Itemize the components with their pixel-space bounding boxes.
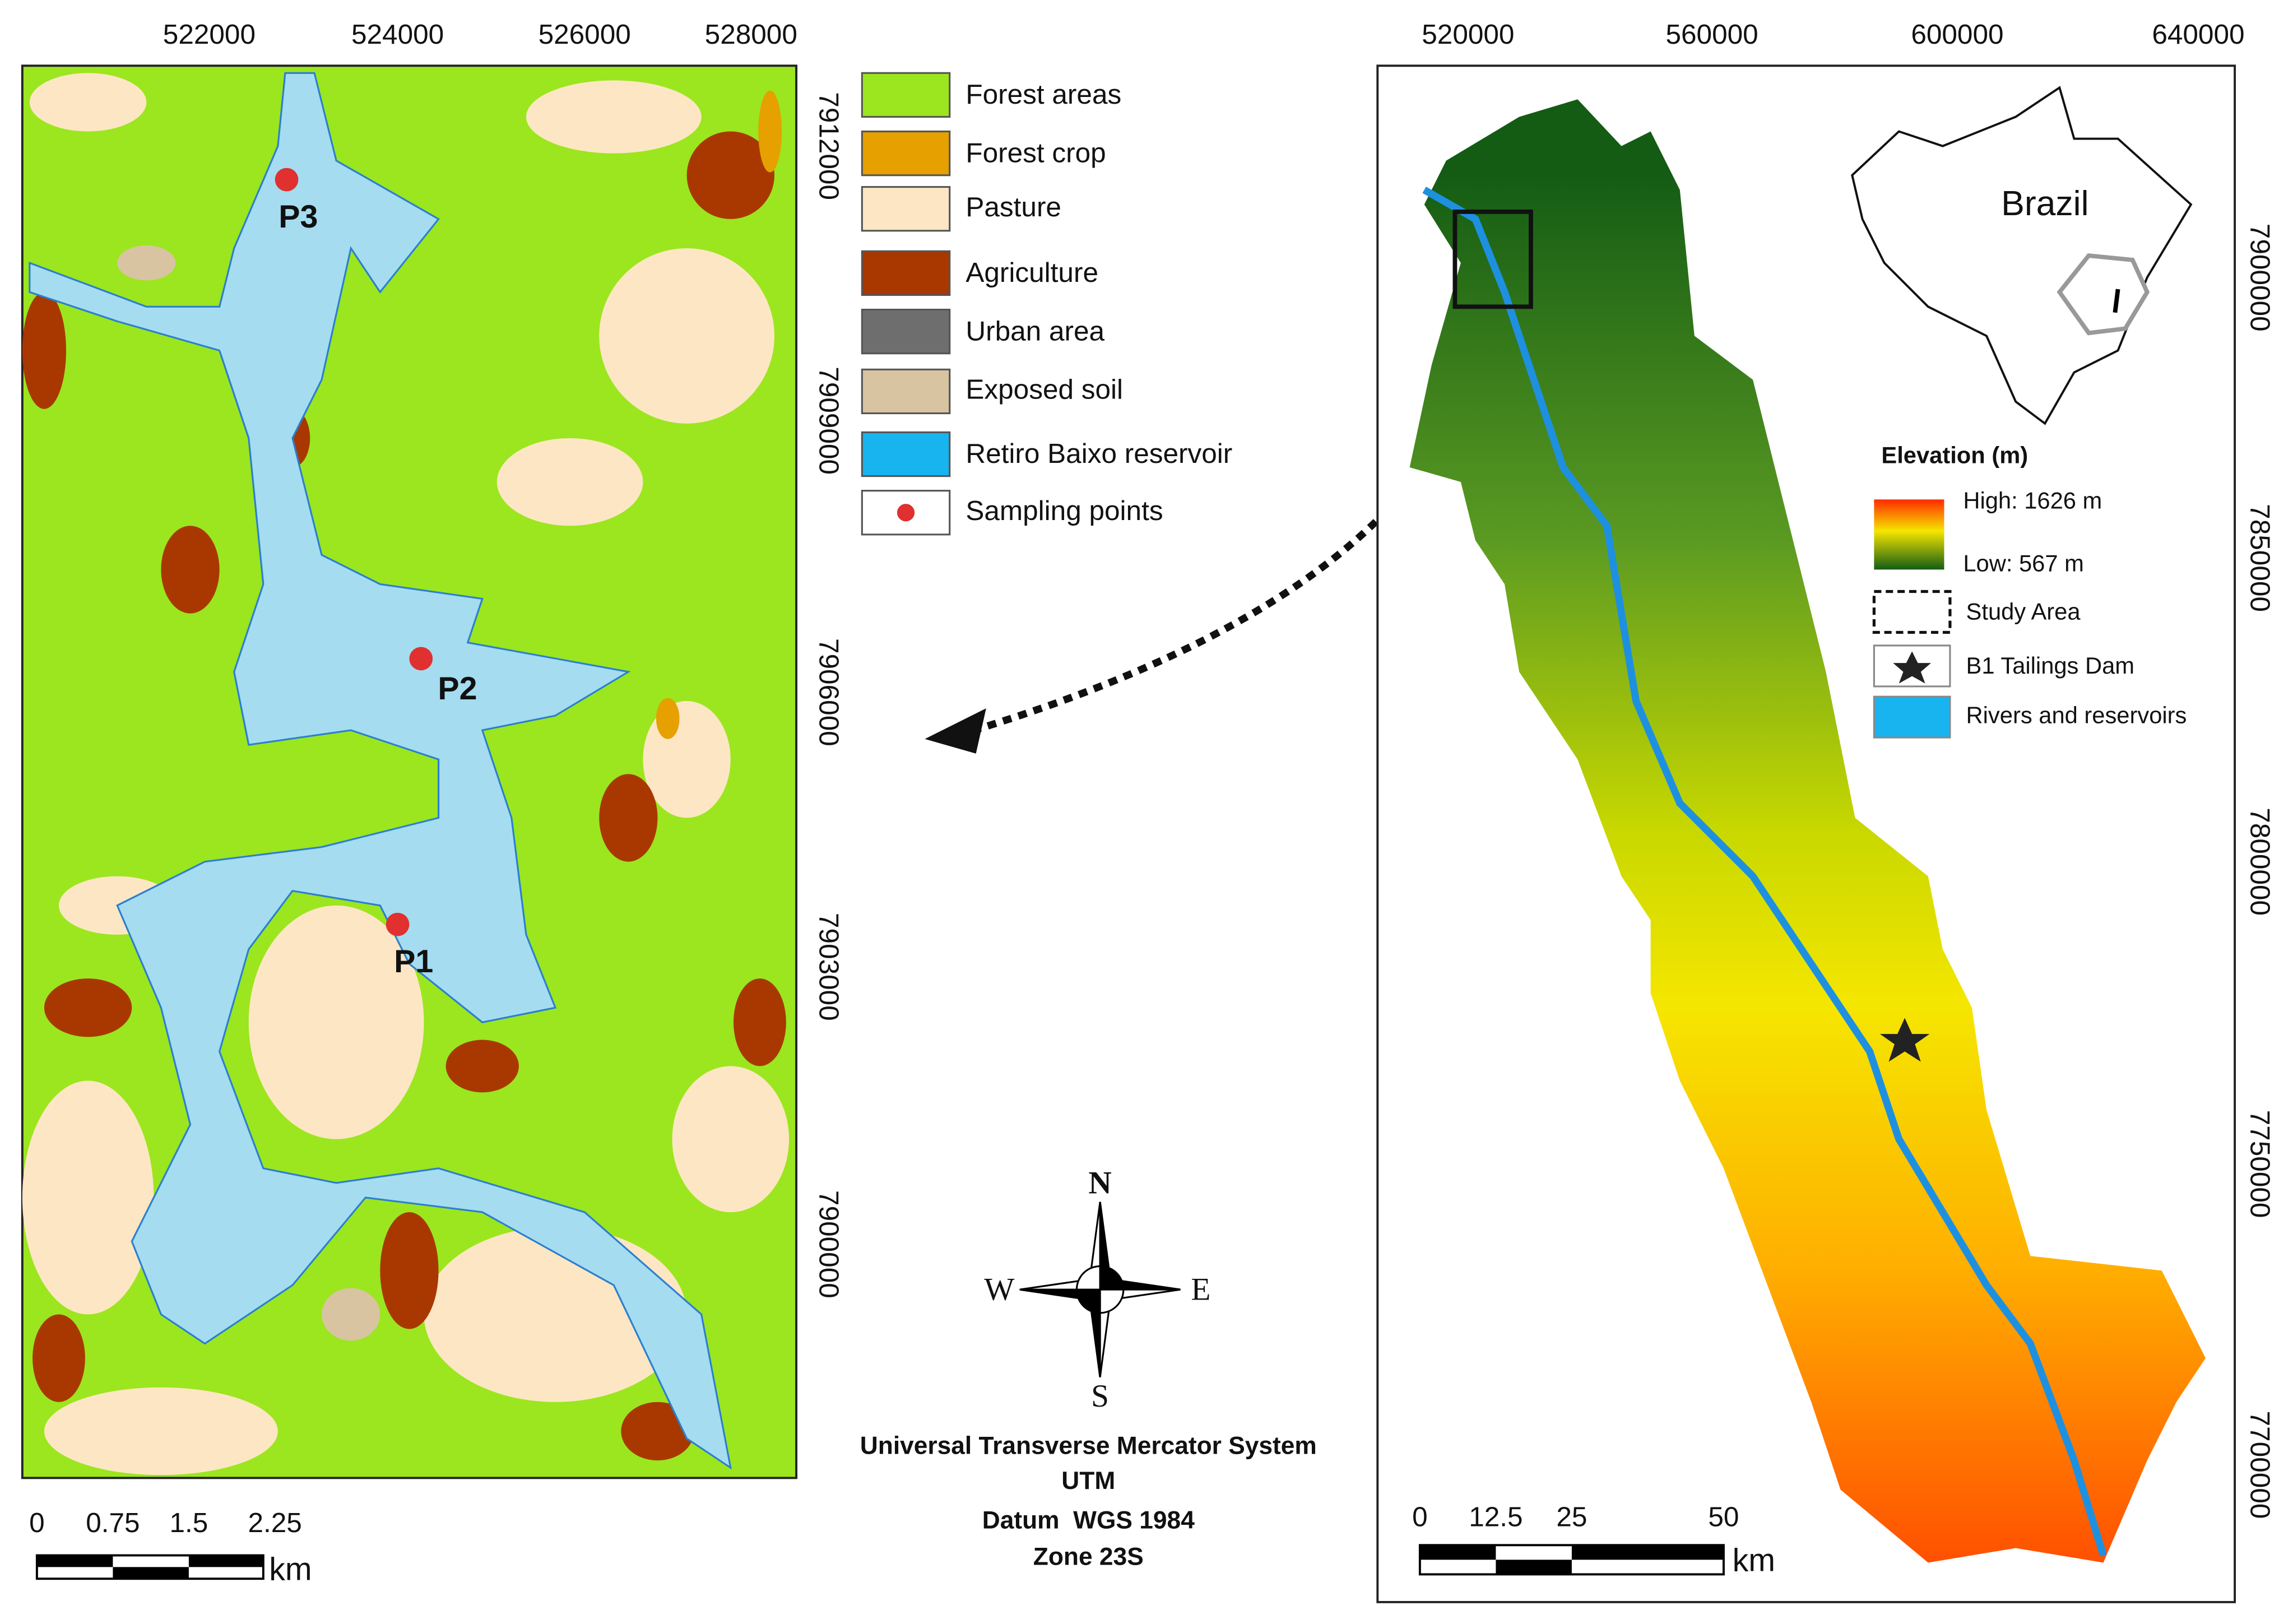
scale-label: 25 [1556,1501,1587,1532]
scale-label: 50 [1708,1501,1739,1532]
forest-crop-patch [656,698,680,739]
y-tick-label: 7900000 [2245,224,2276,332]
legend-star [1893,651,1932,684]
legend-label: High: 1626 m [1963,488,2102,514]
point-label: P1 [394,944,433,980]
scale-label: 1.5 [170,1507,208,1538]
legend-swatch [861,72,951,118]
legend-label: Retiro Baixo reservoir [966,438,1232,469]
basin-elevation [1409,99,2206,1563]
pasture-patches [22,73,790,1475]
legend-swatch [897,504,915,522]
y-tick-label: 7912000 [814,92,844,200]
x-tick-label: 560000 [1666,19,1758,50]
y-tick-label: 7800000 [2245,808,2276,916]
zoom-arrow [963,313,1494,737]
legend-label: Forest areas [966,79,1121,110]
legend-swatch [861,130,951,177]
legend-label: Exposed soil [966,374,1123,405]
legend-swatch [1873,695,1951,739]
legend-label: B1 Tailings Dam [1966,652,2134,679]
state-outline [2057,253,2150,336]
legend-label: Agriculture [966,257,1098,288]
legend [861,72,951,536]
agriculture-patches [22,131,786,1461]
forest-crop-patch [758,90,782,173]
inset-label: Brazil [2001,184,2088,223]
study-area-box [1452,209,1533,309]
legend-label: Low: 567 m [1963,550,2084,577]
projection-line: Zone 23S [1033,1543,1144,1570]
scale-bar [35,1554,264,1580]
scale-label: 0 [1412,1501,1428,1532]
scale-label: 2.25 [248,1507,302,1538]
compass [1019,1201,1181,1377]
river [1422,187,2107,1557]
elevation-ramp [1874,499,1944,570]
x-tick-label: 640000 [2152,19,2244,50]
legend-label: Forest crop [966,137,1106,168]
legend-label: Rivers and reservoirs [1966,702,2187,729]
scale-unit: km [269,1551,312,1587]
arrow-head [925,708,986,754]
legend-label: Study Area [1966,598,2081,625]
elevation-map: Brazil Elevation (m) High: 1626 m Low: 5… [1376,19,2276,1603]
legend-label: Urban area [966,315,1104,346]
legend-swatch [861,308,951,355]
point-label: P3 [279,199,318,235]
legend-label: Sampling points [966,495,1163,526]
sampling-point [386,912,410,936]
compass-label: N [1088,1165,1111,1200]
sampling-points [275,168,433,936]
legend-swatch [1872,590,1952,634]
scale-label: 12.5 [1469,1501,1523,1532]
sampling-point [275,168,299,192]
y-tick-label: 7750000 [2245,1110,2276,1218]
compass-label: W [984,1272,1014,1307]
reservoir [29,72,732,1470]
scale-label: 0.75 [86,1507,140,1538]
y-tick-label: 7903000 [814,913,844,1021]
point-label: P2 [438,671,477,707]
y-tick-label: 7850000 [2245,504,2276,612]
y-tick-label: 7909000 [814,366,844,475]
land-use-map: P3 P2 P1 522000 524000 526000 528000 791… [21,19,844,1587]
y-tick-label: 7906000 [814,638,844,746]
x-tick-label: 524000 [351,19,444,50]
x-tick-label: 600000 [1911,19,2003,50]
projection-line: Datum WGS 1984 [982,1506,1195,1534]
basin-location [2113,289,2120,313]
y-tick-label: 7900000 [814,1190,844,1298]
scale-label: 0 [29,1507,45,1538]
x-tick-label: 528000 [705,19,797,50]
legend-swatch [861,431,951,477]
scale-unit: km [1733,1543,1775,1579]
projection-line: UTM [1061,1467,1115,1495]
sampling-point [409,647,433,671]
compass-label: S [1091,1379,1109,1414]
x-tick-label: 526000 [539,19,631,50]
scale-bar [1418,1544,1725,1576]
legend-title: Elevation (m) [1881,442,2028,468]
legend-swatch [861,250,951,296]
y-tick-label: 7700000 [2245,1411,2276,1519]
legend-label: Pasture [966,192,1061,222]
legend-swatch [861,368,951,415]
projection-line: Universal Transverse Mercator System [860,1432,1317,1459]
legend-swatch [861,186,951,232]
compass-label: E [1191,1272,1210,1307]
x-tick-label: 520000 [1422,19,1514,50]
x-tick-label: 522000 [163,19,256,50]
